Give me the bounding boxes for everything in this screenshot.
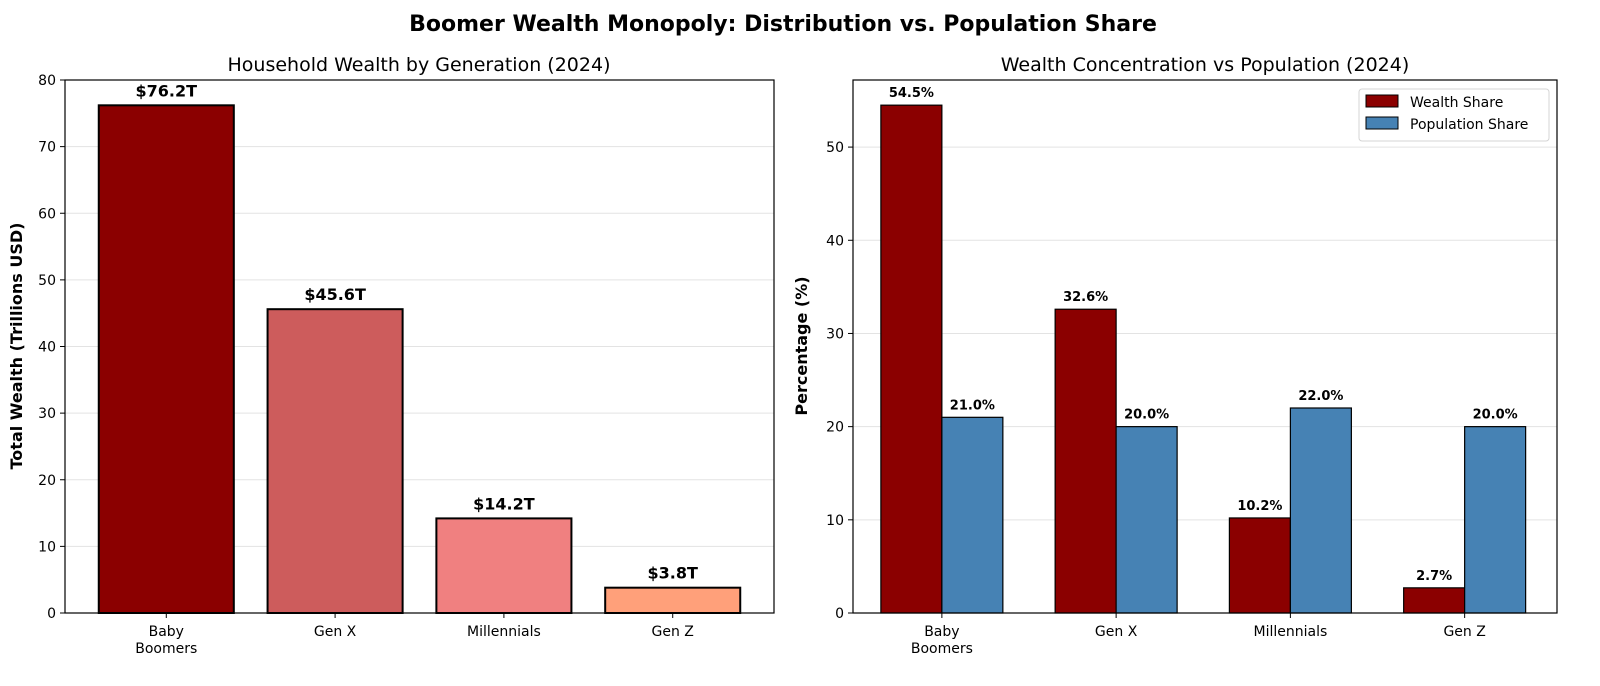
right-bar-data-label: 54.5% xyxy=(889,86,934,101)
right-bar-data-label: 20.0% xyxy=(1473,408,1518,423)
left-y-tick-label: 50 xyxy=(38,273,56,289)
left-y-tick-label: 20 xyxy=(38,473,56,489)
figure-title: Boomer Wealth Monopoly: Distribution vs.… xyxy=(409,12,1157,37)
left-bar-data-label: $3.8T xyxy=(648,564,698,583)
right-axes-frame xyxy=(852,79,1558,614)
right-bar-population xyxy=(1464,426,1527,614)
right-bar-data-label: 32.6% xyxy=(1063,290,1108,305)
right-bar-data-label: 22.0% xyxy=(1298,389,1343,404)
right-bar-population xyxy=(941,416,1004,614)
right-bar-wealth xyxy=(1054,308,1117,614)
left-bar-data-label: $14.2T xyxy=(473,494,535,513)
legend-label: Wealth Share xyxy=(1410,95,1503,111)
legend-box xyxy=(1358,88,1550,142)
left-x-tick-label: Gen X xyxy=(314,624,357,640)
left-x-tick-label: Gen Z xyxy=(652,624,694,640)
right-bar-data-label: 20.0% xyxy=(1124,408,1169,423)
right-y-tick-label: 50 xyxy=(826,140,844,156)
left-bar xyxy=(97,104,235,614)
left-y-tick-label: 70 xyxy=(38,140,56,156)
right-bar-population xyxy=(1289,407,1352,614)
right-bar-wealth xyxy=(1228,517,1291,614)
left-y-tick-label: 10 xyxy=(38,539,56,555)
left-y-axis-label: Total Wealth (Trillions USD) xyxy=(7,223,26,470)
left-x-tick-label: Millennials xyxy=(467,624,541,640)
left-y-tick-label: 40 xyxy=(38,340,56,356)
left-y-tick-label: 30 xyxy=(38,406,56,422)
left-axes-frame xyxy=(64,79,775,614)
left-y-tick-label: 80 xyxy=(38,73,56,89)
right-chart-title: Wealth Concentration vs Population (2024… xyxy=(1001,54,1410,76)
right-x-tick-label: Baby Boomers xyxy=(911,624,973,657)
legend-swatch xyxy=(1365,116,1399,130)
right-bar-wealth xyxy=(1403,587,1466,614)
right-y-tick-label: 10 xyxy=(826,513,844,529)
legend-label: Population Share xyxy=(1410,117,1528,133)
left-bar-data-label: $45.6T xyxy=(304,285,366,304)
right-bar-wealth xyxy=(880,104,943,614)
right-x-tick-label: Gen X xyxy=(1095,624,1138,640)
right-y-tick-label: 30 xyxy=(826,326,844,342)
right-x-tick-label: Millennials xyxy=(1254,624,1328,640)
left-bar xyxy=(266,308,404,614)
right-y-tick-label: 0 xyxy=(835,606,844,622)
left-chart-title: Household Wealth by Generation (2024) xyxy=(228,54,611,76)
legend: Wealth Share Population Share xyxy=(1358,88,1550,142)
right-y-tick-label: 20 xyxy=(826,420,844,436)
right-x-tick-label: Gen Z xyxy=(1443,624,1485,640)
legend-swatch xyxy=(1365,94,1399,108)
right-bar-population xyxy=(1115,426,1178,614)
left-bar xyxy=(604,586,742,614)
right-bar-data-label: 21.0% xyxy=(950,398,995,413)
right-bar-data-label: 2.7% xyxy=(1416,569,1452,584)
left-x-tick-label: Baby Boomers xyxy=(135,624,197,657)
left-y-tick-label: 0 xyxy=(47,606,56,622)
right-y-axis-label: Percentage (%) xyxy=(792,276,811,415)
left-bar-data-label: $76.2T xyxy=(136,81,198,100)
left-bar xyxy=(435,517,573,615)
right-bar-data-label: 10.2% xyxy=(1237,499,1282,514)
right-y-tick-label: 40 xyxy=(826,233,844,249)
left-y-tick-label: 60 xyxy=(38,206,56,222)
